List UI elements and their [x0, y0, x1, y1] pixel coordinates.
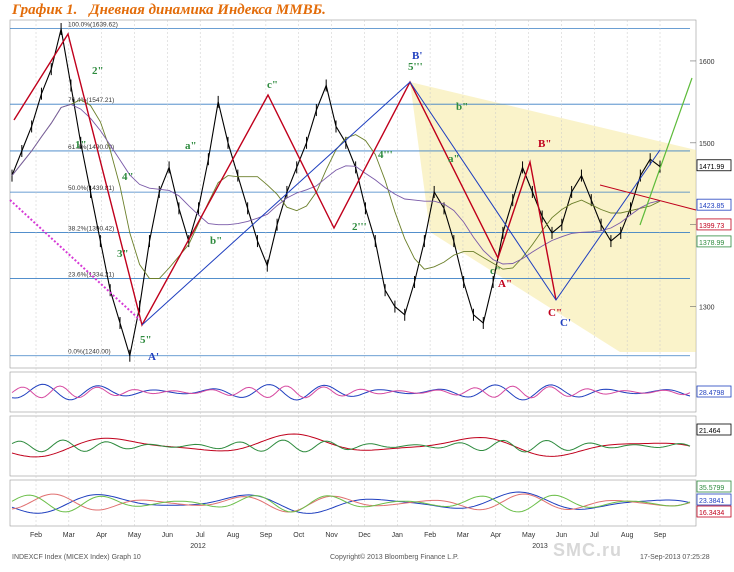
last-value-tag [696, 218, 732, 231]
wave-label: 4" [122, 171, 134, 183]
moving-average-short [11, 99, 661, 279]
wave-label: b" [210, 235, 222, 247]
y-tick-label: 1600 [699, 59, 715, 66]
fib-level-label: 61.8%(1490.09) [68, 144, 114, 151]
last-value-label: 1471.99 [699, 164, 724, 171]
x-tick-label: Nov [325, 532, 338, 539]
price-panel [9, 19, 697, 369]
fib-level-label: 38.2%(1390.42) [68, 226, 114, 233]
wave-label: b" [456, 101, 468, 113]
x-tick-label: Mar [63, 532, 76, 539]
x-tick-label: Aug [621, 532, 634, 539]
wave-label: 5" [140, 334, 152, 346]
footer-timestamp: 17-Sep-2013 07:25:28 [640, 554, 710, 561]
wave-label: C' [560, 317, 571, 329]
wave-label: C" [548, 307, 562, 319]
oscillator-value-label: 28.4798 [699, 390, 724, 397]
y-tick-label: 1300 [699, 305, 715, 312]
wave-label: B' [412, 50, 422, 62]
wave-label: A' [148, 351, 159, 363]
trend-line-magenta [9, 199, 141, 321]
figure-title: Дневная динамика Индекса ММВБ. [89, 2, 326, 18]
fib-level-label: 23.6%(1334.21) [68, 272, 114, 279]
last-value-tag [696, 198, 732, 211]
wave-label: 2" [92, 65, 104, 77]
x-tick-label: Jun [162, 532, 173, 539]
wave-label: 2''' [352, 221, 367, 233]
footer-source: INDEXCF Index (MICEX Index) Graph 10 [12, 554, 141, 561]
x-tick-label: May [128, 532, 142, 539]
oscillator-3-area-green [11, 494, 691, 513]
moving-average-long [11, 103, 661, 265]
watermark: SMC.ru [553, 540, 622, 560]
wave-label: 4''' [378, 149, 393, 161]
oscillator-value-tag [696, 480, 732, 493]
x-tick-label: Apr [96, 532, 108, 539]
oscillator-value-label: 21.464 [699, 428, 721, 435]
x-tick-label: Mar [457, 532, 470, 539]
wave-label: a" [185, 140, 197, 152]
fib-level-label: 50.0%(1439.81) [68, 185, 114, 192]
x-tick-label: Jul [196, 532, 205, 539]
trend-line-red [599, 184, 697, 211]
oscillator-3-area-red [11, 493, 691, 513]
oscillator-value-label: 35.5799 [699, 485, 724, 492]
oscillator-2-panel [9, 415, 697, 477]
wave-label: B" [538, 138, 551, 150]
oscillator-3-line [11, 491, 691, 514]
wave-label: 5''' [408, 61, 423, 73]
oscillator-1-line [11, 383, 691, 401]
last-value-tag [696, 159, 732, 172]
last-value-tag [696, 235, 732, 248]
year-label: 2013 [532, 543, 548, 550]
wave-label: c" [267, 79, 278, 91]
projection-line-green [639, 77, 693, 226]
x-tick-label: Jun [556, 532, 567, 539]
fib-level-label: 100.0%(1639.62) [68, 21, 118, 28]
last-value-label: 1423.85 [699, 203, 724, 210]
year-label: 2012 [190, 543, 206, 550]
x-tick-label: Oct [293, 532, 304, 539]
y-tick-label: 1500 [699, 141, 715, 148]
x-tick-label: Feb [30, 532, 42, 539]
oscillator-value-tag [696, 385, 732, 398]
x-tick-label: Jul [590, 532, 599, 539]
x-tick-label: Aug [227, 532, 240, 539]
elliott-wave-blue [141, 81, 661, 326]
fib-level-label: 0.0%(1240.00) [68, 349, 111, 356]
wave-label: a" [448, 153, 460, 165]
elliott-wave-red [13, 32, 557, 327]
wave-label: A" [498, 278, 512, 290]
footer-copyright: Copyright© 2013 Bloomberg Finance L.P. [330, 554, 459, 561]
figure-label: График 1. [12, 2, 78, 18]
oscillator-value-label: 23.3841 [699, 498, 724, 505]
last-value-label: 1399.73 [699, 223, 724, 230]
oscillator-1-histogram [11, 385, 691, 399]
chart-title: График 1. Дневная динамика Индекса ММВБ. [12, 2, 338, 19]
wave-label: c" [490, 265, 501, 277]
wave-label: 3" [117, 248, 129, 260]
x-tick-label: Jan [392, 532, 403, 539]
x-tick-label: Dec [358, 532, 371, 539]
fib-level-label: 76.4%(1547.21) [68, 97, 114, 104]
x-tick-label: Apr [490, 532, 502, 539]
x-tick-label: May [522, 532, 536, 539]
x-tick-label: Feb [424, 532, 436, 539]
x-tick-label: Sep [654, 532, 667, 539]
oscillator-2-histogram [11, 439, 691, 453]
oscillator-value-tag [696, 423, 732, 436]
x-tick-label: Sep [260, 532, 273, 539]
wave-label: 1" [75, 139, 87, 151]
last-value-label: 1378.99 [699, 240, 724, 247]
oscillator-value-tag [696, 505, 732, 518]
oscillator-value-tag [696, 493, 732, 506]
oscillator-value-label: 16.3434 [699, 510, 724, 517]
